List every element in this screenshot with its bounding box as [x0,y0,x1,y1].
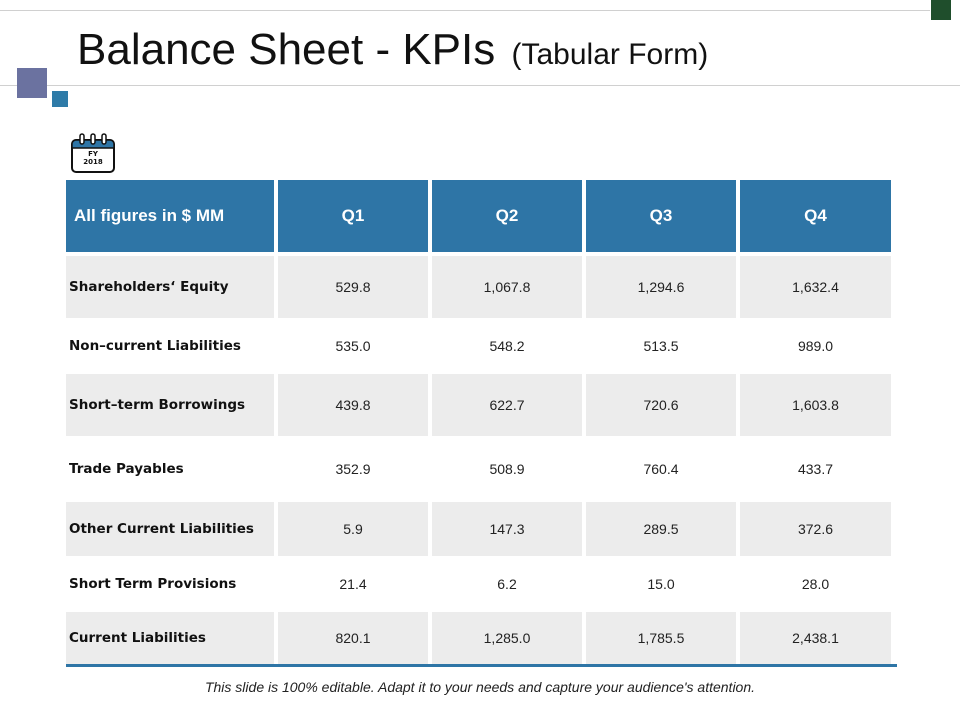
table-cell: 508.9 [489,461,525,477]
table-cell: 147.3 [432,502,582,556]
table-row: Non–current Liabilities 535.0 548.2 513.… [66,318,892,374]
table-cell: 529.8 [278,256,428,318]
table-cell: 372.6 [740,502,891,556]
table-cell: 548.2 [489,338,525,354]
title-main: Balance Sheet - KPIs [77,25,496,74]
table-row: Trade Payables 352.9 508.9 760.4 433.7 [66,436,892,502]
decorative-square-blue [52,91,68,107]
slide-title: Balance Sheet - KPIs (Tabular Form) [77,24,708,81]
calendar-icon-line1: FY [88,150,99,158]
header-cell-q3: Q3 [586,180,736,252]
title-subtitle: (Tabular Form) [511,38,709,71]
row-label: Short Term Provisions [69,576,237,592]
title-divider-line [0,85,960,86]
table-row: Current Liabilities 820.1 1,285.0 1,785.… [66,612,892,664]
table-cell: 1,067.8 [432,256,582,318]
calendar-icon-line2: 2018 [83,158,103,166]
table-cell: 989.0 [797,338,834,354]
table-cell: 6.2 [497,576,517,592]
table-cell: 513.5 [643,338,679,354]
table-cell: 622.7 [432,374,582,436]
table-row: Short–term Borrowings 439.8 622.7 720.6 … [66,374,892,436]
table-cell: 352.9 [335,461,371,477]
row-label: Short–term Borrowings [66,374,274,436]
row-label: Trade Payables [69,461,184,477]
footer-note: This slide is 100% editable. Adapt it to… [204,679,756,695]
table-row: Shareholders‘ Equity 529.8 1,067.8 1,294… [66,256,892,318]
table-cell: 720.6 [586,374,736,436]
table-cell: 28.0 [801,576,830,592]
table-cell: 21.4 [339,576,367,592]
table-bottom-rule [66,664,897,667]
table-header-row: All figures in $ MM Q1 Q2 Q3 Q4 [66,180,892,252]
table-cell: 433.7 [797,461,834,477]
table-cell: 1,294.6 [586,256,736,318]
table-cell: 439.8 [278,374,428,436]
row-label: Current Liabilities [66,612,274,664]
header-cell-q2: Q2 [432,180,582,252]
header-cell-figures: All figures in $ MM [66,180,274,252]
header-cell-q1: Q1 [278,180,428,252]
table-cell: 535.0 [335,338,371,354]
table-cell: 820.1 [278,612,428,664]
row-label: Other Current Liabilities [66,502,274,556]
table-cell: 289.5 [586,502,736,556]
table-cell: 1,632.4 [740,256,891,318]
top-divider-line [0,10,930,11]
row-label: Shareholders‘ Equity [66,256,274,318]
calendar-icon: FY 2018 [71,133,115,173]
table-cell: 760.4 [643,461,679,477]
table-row: Other Current Liabilities 5.9 147.3 289.… [66,502,892,556]
table-cell: 1,785.5 [586,612,736,664]
corner-accent-square [931,0,951,20]
table-cell: 1,603.8 [740,374,891,436]
decorative-square-slate [17,68,47,98]
kpi-table: All figures in $ MM Q1 Q2 Q3 Q4 Sharehol… [66,180,892,664]
row-label: Non–current Liabilities [69,338,241,354]
header-cell-q4: Q4 [740,180,891,252]
table-row: Short Term Provisions 21.4 6.2 15.0 28.0 [66,556,892,612]
table-cell: 5.9 [278,502,428,556]
table-cell: 2,438.1 [740,612,891,664]
table-cell: 15.0 [647,576,675,592]
table-cell: 1,285.0 [432,612,582,664]
